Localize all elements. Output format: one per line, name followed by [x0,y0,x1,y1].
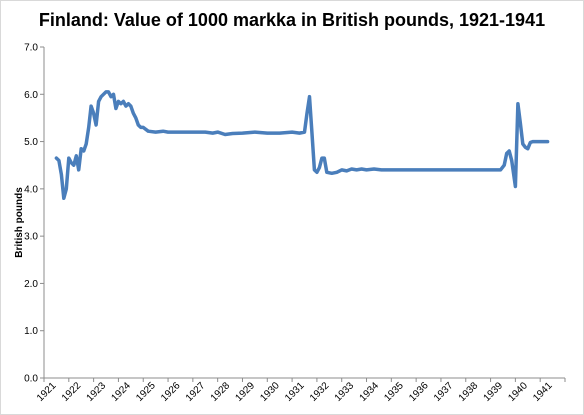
series-line [54,90,550,201]
x-tick-label: 1935 [382,380,406,404]
x-tick-label: 1939 [482,380,506,404]
x-tick-label: 1927 [184,380,208,404]
x-tick-label: 1941 [531,380,555,404]
x-tick-label: 1932 [308,380,332,404]
y-tick-label: 3.0 [24,232,38,243]
x-tick-label: 1922 [60,380,84,404]
y-tick-label: 7.0 [24,43,38,54]
y-axis-title: British pounds [14,187,25,258]
x-tick-label: 1923 [85,380,109,404]
x-tick-label: 1940 [506,380,530,404]
x-tick-label: 1933 [333,380,357,404]
x-tick-label: 1925 [134,380,158,404]
y-tick-label: 5.0 [24,137,38,148]
y-tick-label: 0.0 [24,374,38,385]
chart-title: Finland: Value of 1000 markka in British… [38,10,546,30]
x-tick-label: 1931 [283,380,307,404]
x-tick-label: 1929 [233,380,257,404]
y-tick-label: 1.0 [24,326,38,337]
x-tick-label: 1924 [109,380,133,404]
x-tick-label: 1926 [159,380,183,404]
x-axis: 1921 1922 1923 1924 1925 1926 1927 1928 1929 1930… [35,377,566,404]
x-tick-label: 1936 [407,380,431,404]
x-tick-label: 1934 [358,380,382,404]
x-tick-label: 1938 [457,380,481,404]
y-tick-label: 2.0 [24,279,38,290]
x-tick-label: 1928 [209,380,233,404]
x-tick-label: 1921 [35,380,59,404]
y-axis: 0.0 1.0 2.0 3.0 4.0 5.0 6.0 7.0 [24,43,45,385]
x-tick-label: 1930 [258,380,282,404]
x-tick-label: 1937 [432,380,456,404]
y-tick-label: 4.0 [24,184,38,195]
plot-area [54,90,550,201]
y-tick-label: 6.0 [24,90,38,101]
